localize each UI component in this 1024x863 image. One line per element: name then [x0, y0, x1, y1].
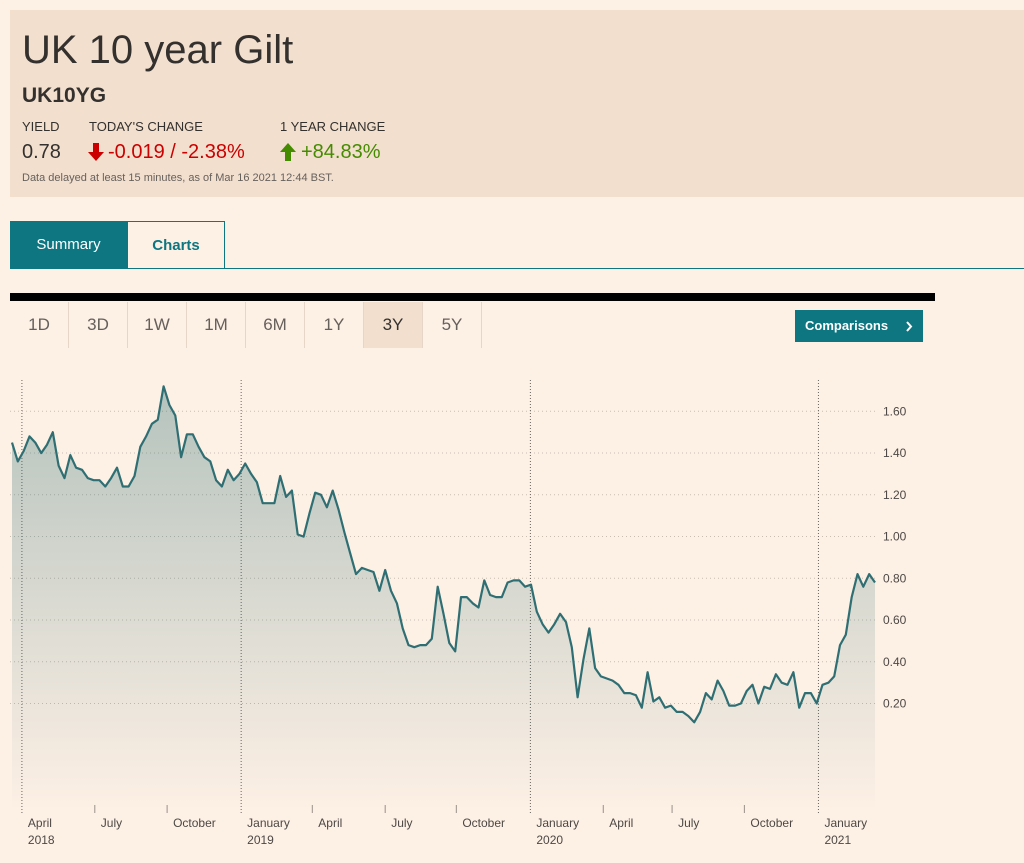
- header-panel: [10, 10, 1024, 197]
- y-tick-label: 1.60: [883, 404, 907, 418]
- button-label: Comparisons: [805, 318, 889, 333]
- x-tick-label-line: July: [678, 816, 699, 830]
- x-tick-label-line: January: [824, 816, 867, 830]
- x-tick-label-line: July: [101, 816, 122, 830]
- range-button[interactable]: 1Y: [305, 302, 364, 348]
- rule: [10, 293, 935, 301]
- x-tick-label-line: 2021: [824, 833, 851, 847]
- y-tick-label: 0.60: [883, 613, 907, 627]
- x-tick-label-line: 2019: [247, 833, 274, 847]
- x-tick-label-line: April: [609, 816, 633, 830]
- x-tick-label-line: April: [28, 816, 52, 830]
- range-button[interactable]: 3Y: [364, 302, 423, 348]
- area: [12, 386, 875, 810]
- x-tick-label: January 2019: [247, 816, 290, 847]
- symbol: UK10YG: [22, 84, 107, 107]
- range-button[interactable]: 1W: [128, 302, 187, 348]
- x-tick-label: April 2018: [28, 816, 55, 847]
- range-button[interactable]: 1M: [187, 302, 246, 348]
- stat-value: -0.019 / -2.38%: [108, 141, 245, 163]
- y-tick-label: 0.40: [883, 655, 907, 669]
- line: [10, 385, 876, 724]
- y-tick-label: 1.20: [883, 488, 907, 502]
- y-tick-label: 1.00: [883, 530, 907, 544]
- x-tick-label-line: 2020: [536, 833, 563, 847]
- y-tick-label: 1.40: [883, 446, 907, 460]
- stat-value: +84.83%: [301, 141, 381, 163]
- up-arrow: [280, 143, 296, 161]
- delay-note: Data delayed at least 15 minutes, as of …: [22, 172, 334, 184]
- stat-label: YIELD: [22, 119, 60, 134]
- x-tick-label: October: [750, 816, 793, 830]
- x-tick-label: January 2021: [824, 816, 867, 847]
- x-tick-label: July: [101, 816, 122, 830]
- x-tick-label-line: January: [536, 816, 579, 830]
- comparisons-button[interactable]: Comparisons: [795, 310, 923, 342]
- stat-label: TODAY'S CHANGE: [89, 119, 203, 134]
- x-tick-label-line: October: [173, 816, 216, 830]
- x-tick-label: July: [678, 816, 699, 830]
- stat-label: 1 YEAR CHANGE: [280, 119, 386, 134]
- tab[interactable]: Summary: [10, 221, 127, 269]
- x-tick-label-line: July: [391, 816, 412, 830]
- range-button[interactable]: 5Y: [423, 302, 482, 348]
- x-tick-label: October: [462, 816, 505, 830]
- y-tick-label: 0.20: [883, 697, 907, 711]
- x-tick-label: January 2020: [536, 816, 579, 847]
- stat-value: 0.78: [22, 141, 61, 163]
- tab[interactable]: Charts: [127, 221, 225, 269]
- x-tick-label: October: [173, 816, 216, 830]
- range-button[interactable]: 1D: [10, 302, 69, 348]
- down-arrow: [88, 143, 104, 161]
- x-tick-label-line: April: [318, 816, 342, 830]
- chevron: [906, 321, 913, 332]
- x-tick-label: April: [609, 816, 633, 830]
- y-tick-label: 0.80: [883, 571, 907, 585]
- x-tick-label-line: October: [462, 816, 505, 830]
- x-tick-label-line: October: [750, 816, 793, 830]
- title: UK 10 year Gilt: [22, 28, 294, 72]
- range-button[interactable]: 6M: [246, 302, 305, 348]
- x-tick-label: April: [318, 816, 342, 830]
- x-tick-label-line: 2018: [28, 833, 55, 847]
- x-tick-label-line: January: [247, 816, 290, 830]
- x-tick-label: July: [391, 816, 412, 830]
- range-button[interactable]: 3D: [69, 302, 128, 348]
- tab-rule: [10, 268, 1024, 269]
